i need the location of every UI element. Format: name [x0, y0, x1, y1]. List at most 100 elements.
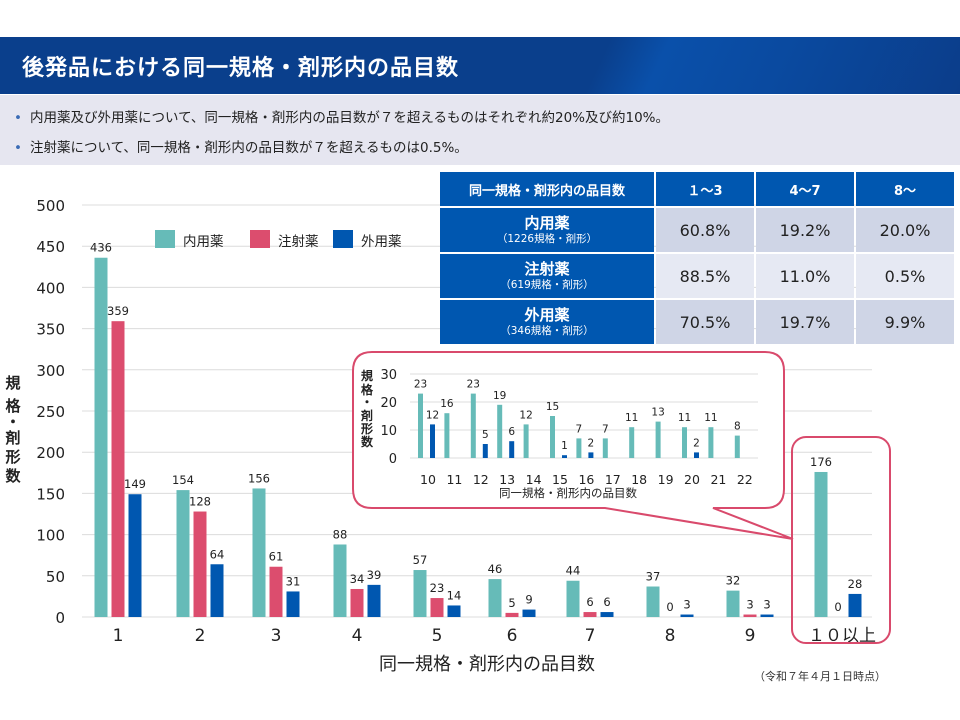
inset-data-label: 11	[704, 412, 717, 424]
inset-y-axis-label: ・	[361, 395, 373, 409]
data-label: 37	[646, 570, 661, 584]
x-axis-label: 同一規格・剤形内の品目数	[379, 654, 595, 675]
x-tick-label: 1	[113, 626, 124, 646]
summary-text: 内用薬及び外用薬について、同一規格・剤形内の品目数が７を超えるものはそれぞれ約2…	[29, 110, 669, 126]
table-row: 外用薬 （346規格・剤形） 70.5% 19.7% 9.9%	[440, 300, 954, 344]
table-header-cell: １～3	[656, 172, 754, 206]
data-label: 156	[248, 471, 270, 485]
data-label: 0	[834, 600, 841, 614]
table-cell: 88.5%	[656, 254, 754, 298]
bar-chusha	[350, 588, 364, 617]
inset-x-tick-label: 14	[526, 472, 542, 487]
inset-data-label: 23	[414, 379, 427, 391]
inset-data-label: 16	[440, 398, 454, 410]
data-label: 57	[413, 553, 428, 567]
inset-x-tick-label: 21	[710, 472, 726, 487]
data-label: 9	[525, 593, 532, 607]
data-label: 61	[269, 550, 284, 564]
table-cell: 11.0%	[756, 254, 854, 298]
table-row: 注射薬 （619規格・剤形） 88.5% 11.0% 0.5%	[440, 254, 954, 298]
data-label: 39	[367, 568, 382, 582]
inset-x-tick-label: 17	[605, 472, 621, 487]
summary-table: 同一規格・剤形内の品目数 １～3 4～7 8～ 内用薬 （1226規格・剤形） 6…	[438, 170, 956, 346]
x-tick-label: 3	[271, 626, 282, 646]
inset-bar-gaiyo	[694, 452, 699, 458]
inset-bar-gaiyo	[562, 455, 567, 458]
data-label: 88	[333, 527, 348, 541]
inset-data-label: 2	[588, 437, 595, 449]
legend-swatch	[333, 230, 353, 248]
table-cell: 19.2%	[756, 208, 854, 252]
bar-chusha	[743, 614, 757, 617]
y-axis-label: 数	[5, 467, 21, 485]
inset-y-tick-label: 30	[380, 368, 397, 383]
data-label: 436	[90, 241, 112, 255]
bar-gaiyo	[286, 591, 300, 617]
data-label: 149	[124, 477, 146, 491]
data-label: 46	[488, 562, 503, 576]
legend-label: 注射薬	[278, 234, 319, 250]
data-label: 23	[430, 581, 445, 595]
data-label: 64	[210, 547, 225, 561]
inset-y-axis-label: 規	[361, 368, 373, 383]
inset-data-label: 11	[625, 412, 638, 424]
y-tick-label: 250	[36, 403, 65, 421]
bar-chusha	[505, 612, 519, 617]
x-tick-label: 6	[507, 626, 518, 646]
inset-x-tick-label: 11	[446, 472, 462, 487]
bar-naiyo	[726, 590, 740, 617]
bar-chusha	[430, 598, 444, 617]
inset-data-label: 6	[508, 426, 515, 438]
y-tick-label: 200	[36, 444, 65, 462]
inset-x-tick-label: 10	[420, 472, 436, 487]
bar-chusha	[583, 612, 597, 617]
legend-label: 外用薬	[361, 234, 402, 250]
y-tick-label: 0	[55, 609, 65, 627]
y-axis-label: ・	[5, 413, 20, 431]
bar-gaiyo	[447, 605, 461, 617]
row-sub: （346規格・剤形）	[500, 325, 594, 337]
inset-data-label: 7	[576, 423, 583, 435]
inset-data-label: 12	[426, 409, 439, 421]
legend-swatch	[250, 230, 270, 248]
table-cell: 60.8%	[656, 208, 754, 252]
summary-text: 注射薬について、同一規格・剤形内の品目数が７を超えるものは0.5%。	[29, 140, 468, 156]
bar-gaiyo	[760, 614, 774, 617]
data-label: 3	[746, 598, 753, 612]
inset-y-axis-label: 格	[361, 382, 374, 397]
data-label: 32	[726, 574, 741, 588]
inset-y-axis-label: 形	[361, 422, 373, 436]
data-label: 14	[447, 588, 462, 602]
inset-bar-naiyo	[708, 427, 714, 458]
bar-naiyo	[566, 580, 580, 617]
x-tick-label: 7	[585, 626, 596, 646]
data-label: 3	[683, 598, 690, 612]
x-tick-label: 4	[352, 626, 363, 646]
inset-x-tick-label: 20	[684, 472, 700, 487]
inset-bar-gaiyo	[509, 441, 515, 458]
inset-data-label: 23	[467, 379, 480, 391]
table-header-row: 同一規格・剤形内の品目数 １～3 4～7 8～	[440, 172, 954, 206]
row-name: 内用薬	[524, 214, 570, 232]
x-tick-label: １０以上	[808, 626, 876, 646]
data-label: 6	[603, 595, 610, 609]
table-cell: 0.5%	[856, 254, 954, 298]
inset-bar-naiyo	[629, 427, 635, 458]
data-label: 154	[172, 473, 194, 487]
y-tick-label: 50	[46, 568, 65, 586]
bar-gaiyo	[210, 564, 224, 617]
inset-y-axis-label: 剤	[360, 408, 373, 423]
summary-bullet: • 注射薬について、同一規格・剤形内の品目数が７を超えるものは0.5%。	[14, 136, 468, 156]
inset-bar-naiyo	[470, 393, 476, 458]
y-axis-label: 格	[5, 397, 21, 415]
row-sub: （619規格・剤形）	[500, 279, 594, 291]
inset-x-tick-label: 12	[473, 472, 489, 487]
table-cell: 70.5%	[656, 300, 754, 344]
row-header: 外用薬 （346規格・剤形）	[440, 300, 654, 344]
row-header: 注射薬 （619規格・剤形）	[440, 254, 654, 298]
data-label: 3	[763, 598, 770, 612]
legend-label: 内用薬	[183, 234, 224, 250]
inset-x-tick-label: 13	[499, 472, 515, 487]
x-tick-label: 5	[432, 626, 443, 646]
y-axis-label: 剤	[4, 429, 20, 447]
